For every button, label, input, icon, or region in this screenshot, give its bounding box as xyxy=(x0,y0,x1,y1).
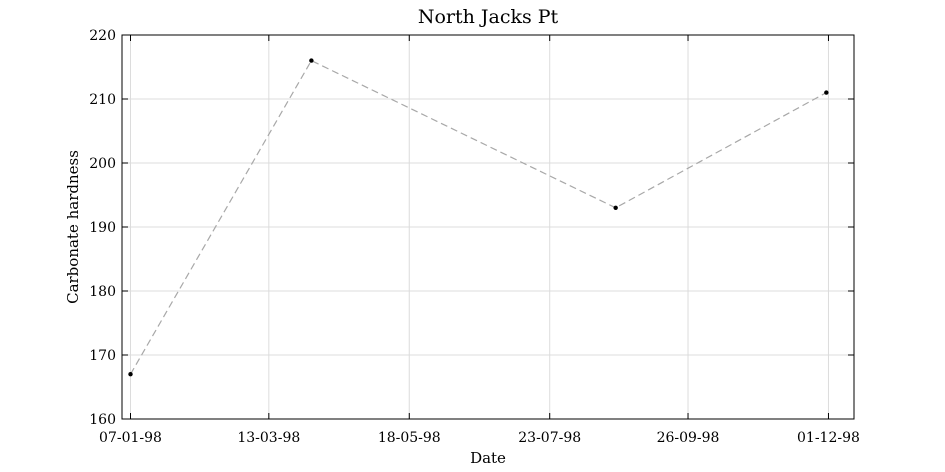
y-tick-label: 160 xyxy=(89,412,116,428)
x-tick-label: 01-12-98 xyxy=(797,430,860,446)
chart-title: North Jacks Pt xyxy=(418,6,559,28)
y-tick-label: 170 xyxy=(89,348,116,364)
data-point xyxy=(309,58,314,63)
y-tick-label: 200 xyxy=(89,156,116,172)
x-tick-label: 13-03-98 xyxy=(237,430,300,446)
y-tick-labels: 160 170 180 190 200 210 220 xyxy=(89,28,116,428)
grid-lines xyxy=(122,34,854,420)
y-tick-label: 220 xyxy=(89,28,116,44)
x-tick-label: 07-01-98 xyxy=(99,430,162,446)
x-tick-label: 18-05-98 xyxy=(378,430,441,446)
tick-marks xyxy=(122,34,854,420)
series-polyline xyxy=(129,59,827,375)
y-tick-label: 210 xyxy=(89,92,116,108)
y-tick-label: 190 xyxy=(89,220,116,236)
data-point xyxy=(128,372,133,377)
x-tick-label: 23-07-98 xyxy=(518,430,581,446)
y-tick-label: 180 xyxy=(89,284,116,300)
x-axis-label: Date xyxy=(470,449,506,467)
data-point xyxy=(613,205,618,210)
x-tick-label: 26-09-98 xyxy=(657,430,720,446)
x-tick-labels: 07-01-98 13-03-98 18-05-98 23-07-98 26-09-98… xyxy=(99,430,860,446)
y-axis-label: Carbonate hardness xyxy=(64,150,82,304)
series-line xyxy=(128,58,829,377)
data-point xyxy=(824,90,829,95)
